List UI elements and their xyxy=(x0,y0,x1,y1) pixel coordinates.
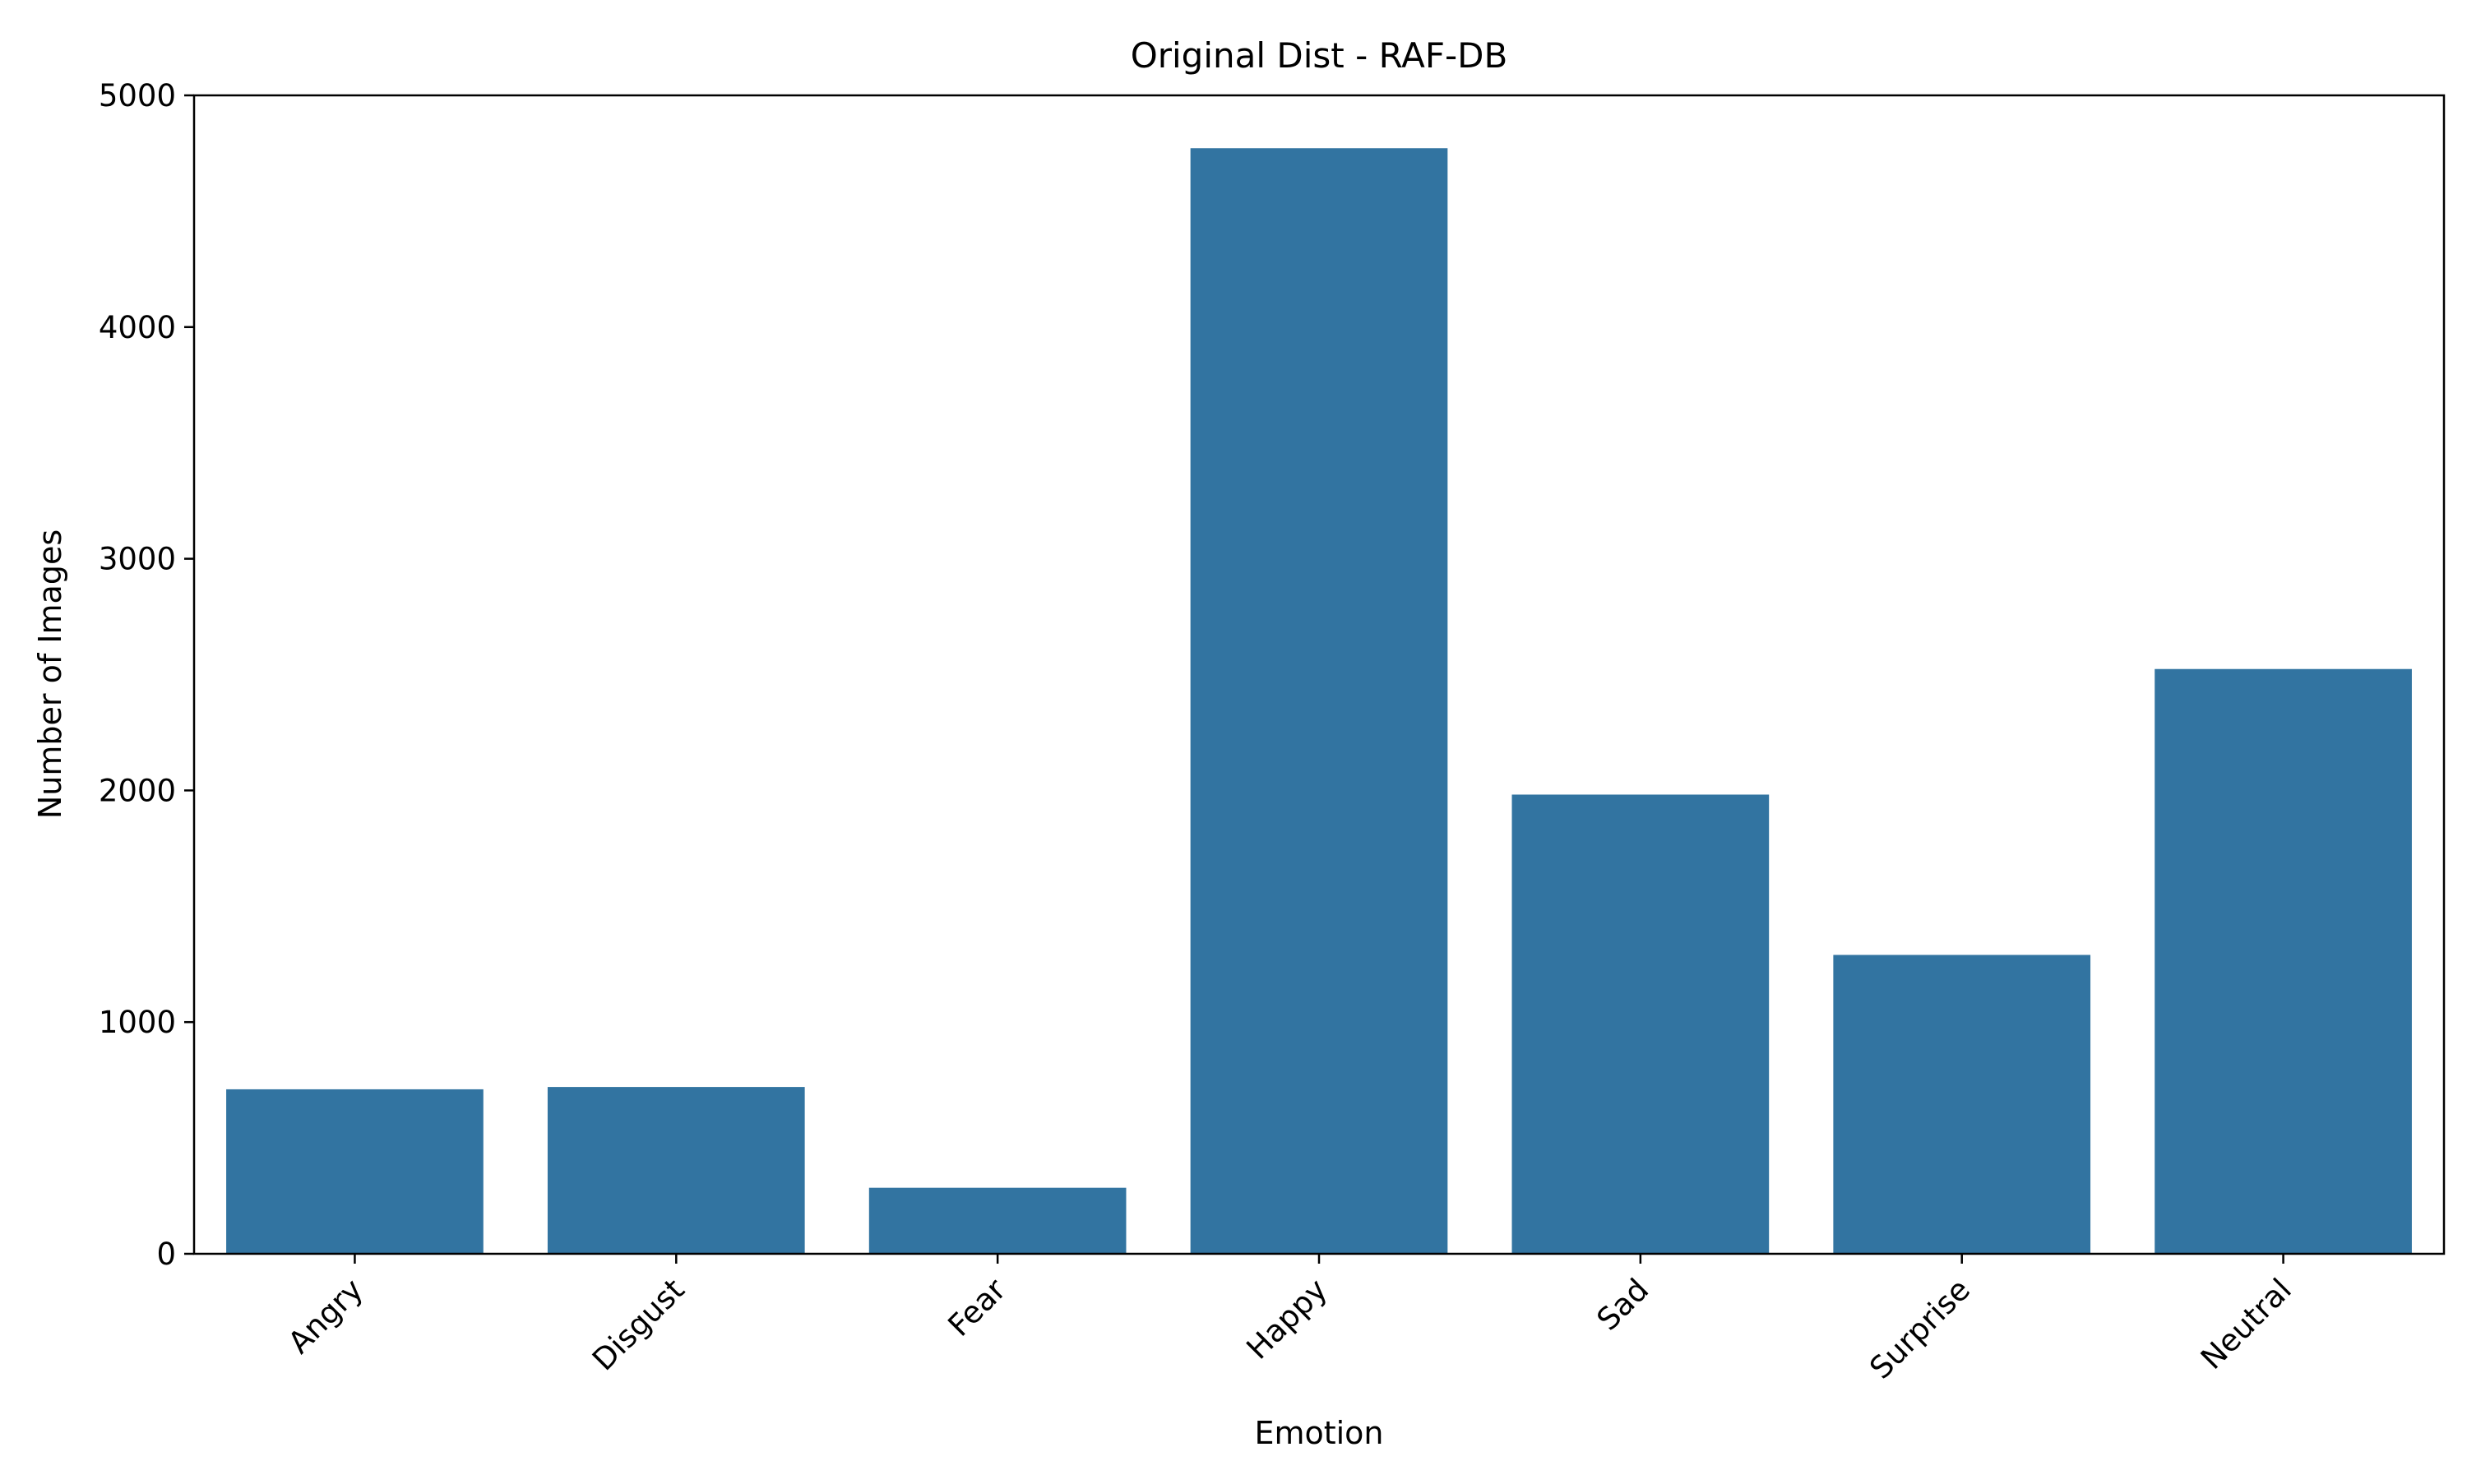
y-axis-ticks: 0 1000 2000 3000 4000 5000 xyxy=(99,78,194,1272)
bar-sad xyxy=(1511,794,1770,1254)
y-tick-label: 0 xyxy=(156,1237,176,1272)
x-tick-label: Sad xyxy=(1590,1272,1656,1338)
y-tick-label: 4000 xyxy=(99,310,176,345)
x-tick-label: Neutral xyxy=(2194,1272,2298,1376)
chart-title: Original Dist - RAF-DB xyxy=(1131,35,1508,76)
y-tick-label: 2000 xyxy=(99,773,176,808)
x-tick-label: Fear xyxy=(942,1271,1013,1343)
y-tick-label: 1000 xyxy=(99,1005,176,1040)
bar-neutral xyxy=(2155,668,2412,1254)
bar-happy xyxy=(1190,148,1448,1255)
x-axis-ticks: Angry Disgust Fear Happy Sad Surprise Neutral xyxy=(281,1254,2298,1386)
bar-surprise xyxy=(1833,955,2091,1254)
plot-frame xyxy=(192,94,2446,1255)
x-tick-label: Surprise xyxy=(1863,1272,1977,1386)
bar-disgust xyxy=(547,1087,805,1254)
bar-angry xyxy=(226,1089,484,1254)
x-tick-label: Angry xyxy=(281,1272,370,1361)
y-tick-label: 5000 xyxy=(99,78,176,113)
x-tick-label: Happy xyxy=(1240,1272,1335,1366)
x-axis-label: Emotion xyxy=(1254,1415,1383,1451)
bars-layer xyxy=(226,148,2412,1255)
y-axis-label: Number of Images xyxy=(32,529,68,819)
y-tick-label: 3000 xyxy=(99,542,176,577)
x-tick-label: Disgust xyxy=(586,1272,692,1378)
bar-fear xyxy=(868,1187,1127,1254)
